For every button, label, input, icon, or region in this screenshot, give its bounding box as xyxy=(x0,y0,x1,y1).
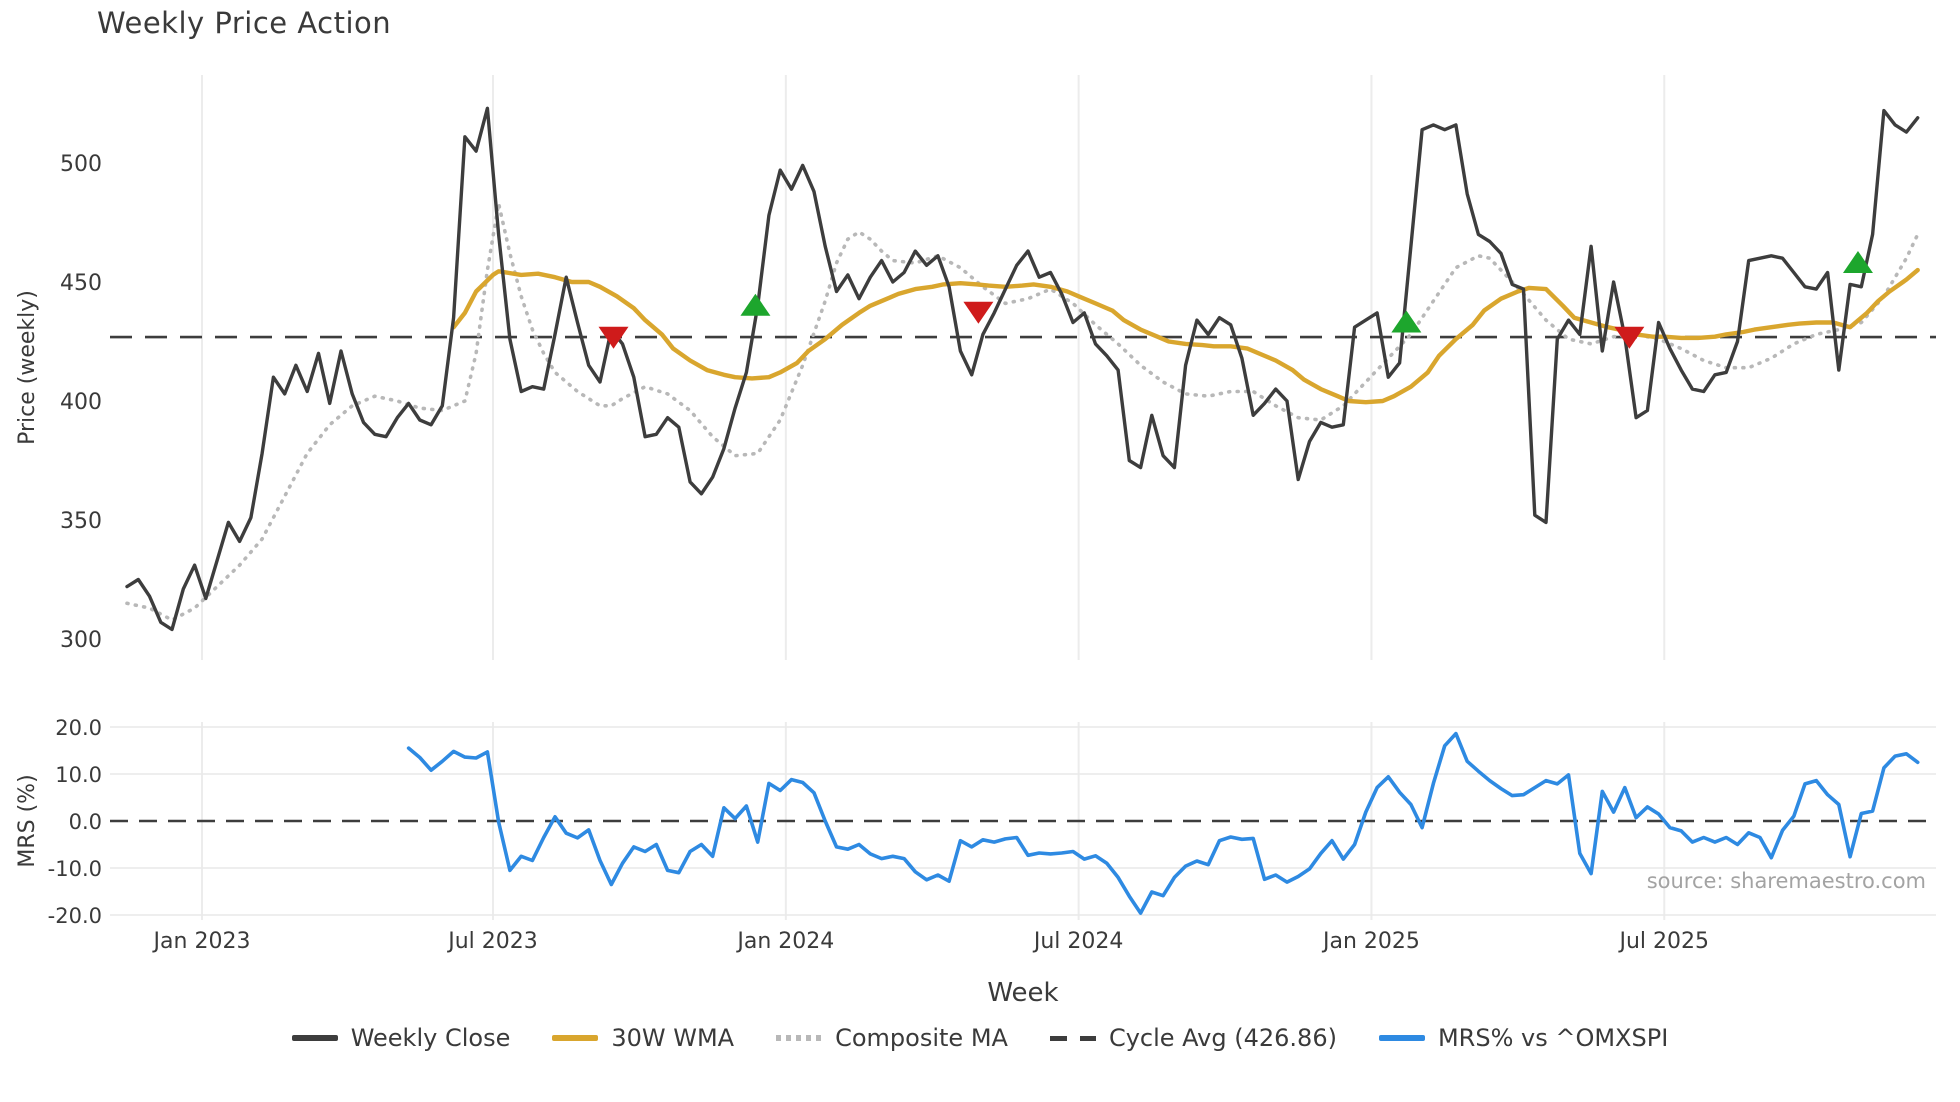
x-axis-title: Week xyxy=(987,978,1058,1008)
legend-item: Composite MA xyxy=(776,1024,1008,1052)
legend-swatch-dotted-icon xyxy=(776,1035,823,1041)
mrs-line xyxy=(406,731,1920,915)
legend-label: 30W WMA xyxy=(611,1024,735,1052)
buy-signal-marker xyxy=(740,293,771,316)
mrs-tick-label: -20.0 xyxy=(48,904,102,928)
chart-title: Weekly Price Action xyxy=(97,6,392,40)
mrs-tick-label: 10.0 xyxy=(55,763,102,787)
mrs-tick-label: 0.0 xyxy=(69,810,102,834)
mrs-tick-label: -10.0 xyxy=(48,857,102,881)
legend-swatch-dashed-icon xyxy=(1049,1035,1096,1041)
price-tick-label: 350 xyxy=(60,509,102,534)
sell-signal-marker xyxy=(963,301,994,324)
x-tick-label: Jan 2024 xyxy=(735,929,834,954)
legend-label: Weekly Close xyxy=(350,1024,511,1052)
legend-label: MRS% vs ^OMXSPI xyxy=(1437,1024,1669,1052)
sell-signal-marker xyxy=(598,326,629,349)
x-tick-label: Jan 2023 xyxy=(152,929,251,954)
x-tick-label: Jul 2023 xyxy=(446,929,538,954)
legend-item: Cycle Avg (426.86) xyxy=(1049,1024,1337,1052)
legend-swatch-solid-icon xyxy=(1378,1035,1425,1041)
buy-signal-marker xyxy=(1391,310,1422,333)
price-tick-label: 400 xyxy=(60,390,102,415)
sell-signal-marker xyxy=(1614,326,1645,349)
price-axis-title: Price (weekly) xyxy=(15,290,40,445)
mrs-tick-label: 20.0 xyxy=(55,716,102,740)
composite-ma-line xyxy=(125,201,1920,622)
x-tick-label: Jul 2025 xyxy=(1617,929,1709,954)
legend-item: Weekly Close xyxy=(291,1024,511,1052)
mrs-axis-title: MRS (%) xyxy=(15,774,40,867)
x-tick-label: Jul 2024 xyxy=(1032,929,1124,954)
buy-signal-marker xyxy=(1842,250,1873,273)
legend-swatch-solid-icon xyxy=(552,1035,599,1041)
legend-label: Cycle Avg (426.86) xyxy=(1108,1024,1337,1052)
legend-label: Composite MA xyxy=(835,1024,1008,1052)
legend: Weekly Close 30W WMA Composite MA Cycle Avg… xyxy=(0,1024,1960,1052)
legend-item: MRS% vs ^OMXSPI xyxy=(1378,1024,1669,1052)
price-tick-label: 300 xyxy=(60,628,102,653)
weekly-close-line xyxy=(125,106,1920,632)
legend-swatch-solid-icon xyxy=(291,1035,338,1041)
x-tick-label: Jan 2025 xyxy=(1321,929,1420,954)
legend-item: 30W WMA xyxy=(552,1024,734,1052)
price-tick-label: 500 xyxy=(60,152,102,177)
source-note: source: sharemaestro.com xyxy=(1647,869,1926,893)
wma-line xyxy=(451,267,1920,405)
price-tick-label: 450 xyxy=(60,271,102,296)
